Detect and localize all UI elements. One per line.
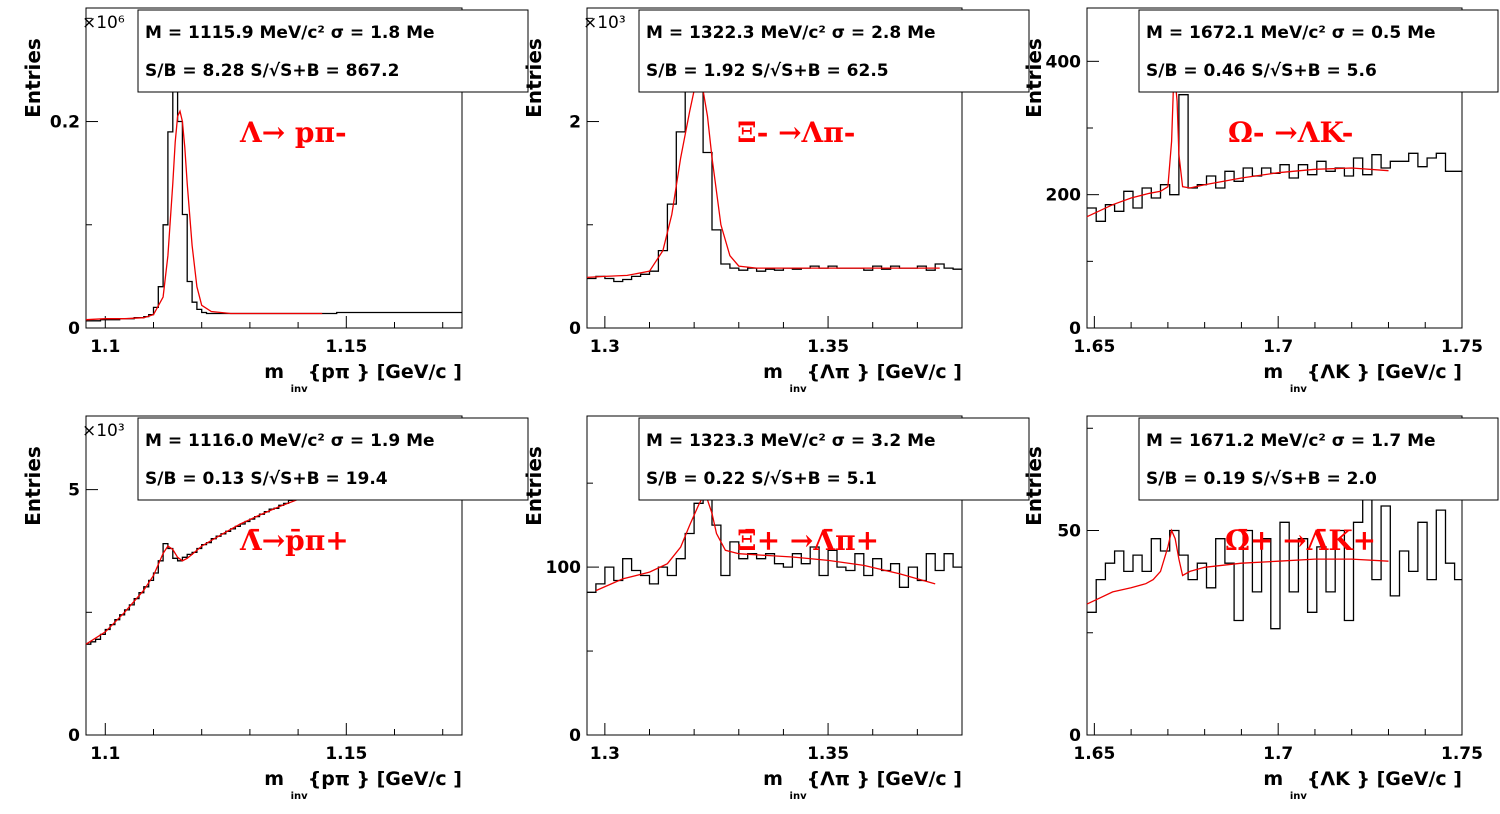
- x-tick-label: 1.35: [807, 744, 849, 764]
- stats-line-mass: M = 1322.3 MeV/c² σ = 2.8 Me: [646, 23, 936, 43]
- x-tick-label: 1.15: [325, 337, 367, 357]
- stats-line-significance: S/B = 0.46 S/√S+B = 5.6: [1146, 61, 1377, 81]
- x-tick-label: 1.1: [90, 744, 120, 764]
- y-tick-label: 0: [569, 319, 581, 339]
- stats-box: [1138, 417, 1499, 501]
- fit-curve: [586, 84, 940, 279]
- fit-curve: [85, 109, 323, 321]
- x-tick-label: 1.65: [1073, 744, 1115, 764]
- decay-channel-label: Λ̄→p̄π+: [239, 524, 349, 557]
- decay-channel-label: Ξ̄+ →Λ̄π+: [737, 524, 879, 557]
- y-tick-label: 200: [1046, 186, 1082, 206]
- stats-line-mass: M = 1115.9 MeV/c² σ = 1.8 Me: [145, 23, 435, 43]
- y-tick-label: 0: [1069, 726, 1081, 746]
- y-tick-label: 5: [68, 481, 80, 501]
- x-tick-label: 1.75: [1441, 744, 1483, 764]
- x-tick-label: 1.35: [807, 337, 849, 357]
- stats-line-mass: M = 1116.0 MeV/c² σ = 1.9 Me: [145, 431, 435, 451]
- x-tick-label: 1.3: [590, 337, 620, 357]
- x-axis-label: m inv{Λπ } [GeV/c ]: [763, 361, 962, 395]
- decay-channel-label: Ω̄+ →Λ̄K+: [1225, 524, 1376, 557]
- axis-multiplier: ×10³: [82, 421, 125, 441]
- plot-frame: [1086, 415, 1463, 736]
- stats-line-significance: S/B = 0.13 S/√S+B = 19.4: [145, 469, 388, 489]
- y-axis-label: Entries: [21, 446, 45, 526]
- panel-5: 1.3 1.35 0 100 Entries m inv{Λπ } [GeV/c ] M =…: [522, 415, 1030, 802]
- x-tick-label: 1.3: [590, 744, 620, 764]
- plot-frame: [586, 415, 963, 736]
- y-axis-label: Entries: [522, 446, 546, 526]
- x-tick-label: 1.7: [1263, 337, 1293, 357]
- y-axis-label: Entries: [1022, 38, 1046, 118]
- stats-line-significance: S/B = 0.19 S/√S+B = 2.0: [1146, 469, 1377, 489]
- x-axis-label: m inv{ΛK } [GeV/c ]: [1263, 768, 1462, 802]
- decay-channel-label: Ξ- →Λπ-: [737, 116, 855, 149]
- stats-box: [137, 9, 529, 93]
- plot-frame: [586, 7, 963, 329]
- decay-channel-label: Λ→ pπ-: [239, 116, 347, 149]
- stats-line-significance: S/B = 8.28 S/√S+B = 867.2: [145, 61, 399, 81]
- axis-multiplier: ×10⁶: [82, 13, 125, 33]
- stats-box: [638, 9, 1030, 93]
- y-tick-label: 400: [1046, 52, 1082, 72]
- histogram-series: [587, 84, 962, 283]
- panel-6: 1.65 1.7 1.75 0 50 Entries m inv{ΛK } [GeV/c ]…: [1022, 415, 1499, 802]
- stats-line-mass: M = 1672.1 MeV/c² σ = 0.5 Me: [1146, 23, 1436, 43]
- y-tick-label: 0: [68, 319, 80, 339]
- y-tick-label: 50: [1057, 522, 1081, 542]
- plot-frame: [85, 415, 463, 736]
- y-tick-label: 0: [68, 726, 80, 746]
- y-tick-label: 2: [569, 113, 581, 133]
- y-axis-label: Entries: [522, 38, 546, 118]
- fit-curve: [595, 495, 936, 592]
- plot-frame: [85, 7, 463, 329]
- x-axis-label: m inv{Λπ } [GeV/c ]: [763, 768, 962, 802]
- y-tick-label: 0: [1069, 319, 1081, 339]
- y-tick-label: 0.2: [50, 113, 80, 133]
- plot-frame: [1086, 7, 1463, 329]
- histogram-series: [587, 490, 962, 593]
- x-axis-label: m inv{ΛK } [GeV/c ]: [1263, 361, 1462, 395]
- panel-1: 1.1 1.15 0 0.2 ×10⁶ Entries m inv{pπ } [GeV/c …: [21, 7, 529, 395]
- panel-2: 1.3 1.35 0 2 ×10³ Entries m inv{Λπ } [GeV/c ] M…: [522, 7, 1030, 395]
- stats-line-significance: S/B = 0.22 S/√S+B = 5.1: [646, 469, 877, 489]
- decay-channel-label: Ω- →ΛK-: [1228, 116, 1353, 149]
- histogram-series: [1087, 497, 1462, 630]
- y-axis-label: Entries: [1022, 446, 1046, 526]
- stats-box: [137, 417, 529, 501]
- x-tick-label: 1.1: [90, 337, 120, 357]
- stats-line-significance: S/B = 1.92 S/√S+B = 62.5: [646, 61, 889, 81]
- x-tick-label: 1.65: [1073, 337, 1115, 357]
- stats-box: [1138, 9, 1499, 93]
- y-tick-label: 100: [546, 558, 582, 578]
- y-tick-label: 0: [569, 726, 581, 746]
- y-axis-label: Entries: [21, 38, 45, 118]
- stats-box: [638, 417, 1030, 501]
- histogram-series: [1087, 94, 1462, 222]
- x-tick-label: 1.75: [1441, 337, 1483, 357]
- x-tick-label: 1.15: [325, 744, 367, 764]
- fit-curve: [1086, 79, 1389, 218]
- x-axis-label: m inv{pπ } [GeV/c ]: [264, 768, 462, 802]
- x-axis-label: m inv{pπ } [GeV/c ]: [264, 361, 462, 395]
- fit-curve: [1086, 528, 1389, 605]
- x-tick-label: 1.7: [1263, 744, 1293, 764]
- fit-curve: [85, 487, 337, 645]
- stats-line-mass: M = 1671.2 MeV/c² σ = 1.7 Me: [1146, 431, 1436, 451]
- stats-line-mass: M = 1323.3 MeV/c² σ = 3.2 Me: [646, 431, 936, 451]
- panel-4: 1.1 1.15 0 5 ×10³ Entries m inv{pπ } [GeV/c ] M…: [21, 415, 529, 802]
- axis-multiplier: ×10³: [583, 13, 626, 33]
